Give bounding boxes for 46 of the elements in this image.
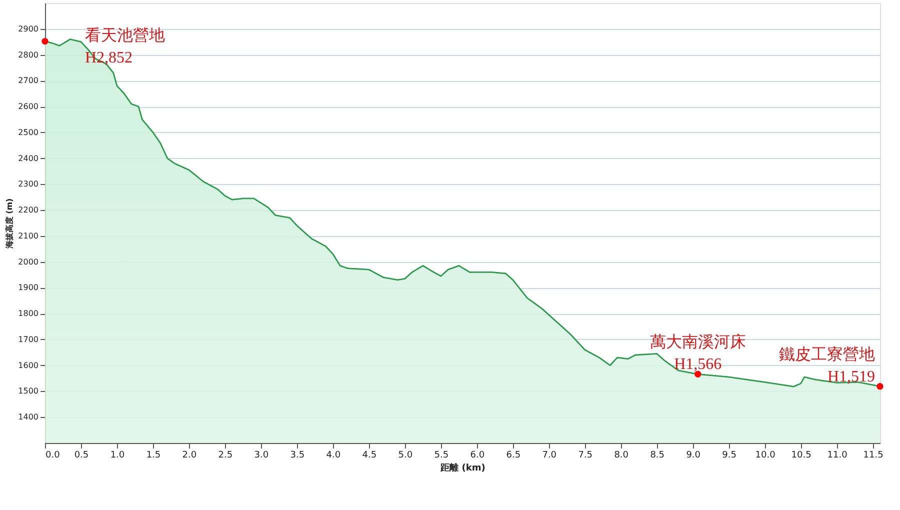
y-tick-label: 2000: [18, 257, 38, 266]
y-tick-label: 2700: [18, 76, 38, 86]
x-tick-label: 9.0: [686, 450, 701, 460]
y-tick-label: 2900: [18, 24, 38, 34]
y-tick-label: 1700: [18, 334, 38, 344]
x-tick-label: 7.0: [542, 450, 557, 460]
x-tick-label: 1.0: [110, 450, 125, 460]
x-tick-label: 3.5: [290, 450, 305, 460]
y-tick-label: 2200: [18, 206, 38, 215]
x-tick-label: 5.5: [434, 450, 449, 460]
y-axis-title: 海拔高度 (m): [4, 198, 14, 250]
point: [42, 38, 48, 45]
x-tick-label: 11.0: [827, 450, 848, 460]
y-tick-label: 2100: [18, 231, 38, 240]
annotation: 鐵皮工寮營地 H1,519: [779, 345, 875, 386]
y-tick-label: 2400: [18, 154, 38, 163]
x-tick-label: 10.0: [755, 450, 776, 460]
x-tick-label: 7.5: [578, 450, 593, 460]
x-tick-label: 2.5: [218, 450, 233, 460]
y-tick-label: 2500: [18, 128, 38, 137]
x-tick-label: 10.5: [791, 450, 812, 460]
annotation: 萬大南溪河床 H1,566: [650, 333, 746, 374]
x-tick-label: 4.5: [362, 450, 377, 460]
x-tick-label: 0.0: [46, 450, 60, 460]
y-tick-label: 1500: [18, 386, 38, 396]
x-tick-label: 0.5: [74, 450, 89, 460]
x-axis-title: 距離 (km): [440, 462, 486, 474]
y-tick-label: 1800: [18, 309, 38, 318]
x-tick-label: 4.0: [326, 450, 341, 460]
x-tick-label: 5.0: [398, 450, 413, 460]
y-tick-label: 2800: [18, 50, 38, 60]
x-tick-label: 1.5: [146, 450, 161, 460]
x-tick-label: 2.0: [182, 450, 197, 460]
y-tick-label: 1400: [18, 412, 38, 422]
x-tick-label: 3.0: [254, 450, 269, 460]
x-tick-label: 11.5: [863, 450, 884, 460]
y-tick-label: 1900: [18, 283, 38, 292]
x-tick-label: 9.5: [722, 450, 736, 460]
x-tick-label: 6.0: [470, 450, 485, 460]
y-tick-label: 2300: [18, 180, 38, 189]
x-tick-label: 6.5: [506, 450, 521, 460]
x-tick-label: 8.0: [614, 450, 629, 460]
y-tick-label: 1600: [18, 360, 38, 370]
point: [876, 382, 884, 390]
y-tick-label: 2600: [18, 102, 38, 112]
x-tick-label: 8.5: [650, 450, 665, 460]
